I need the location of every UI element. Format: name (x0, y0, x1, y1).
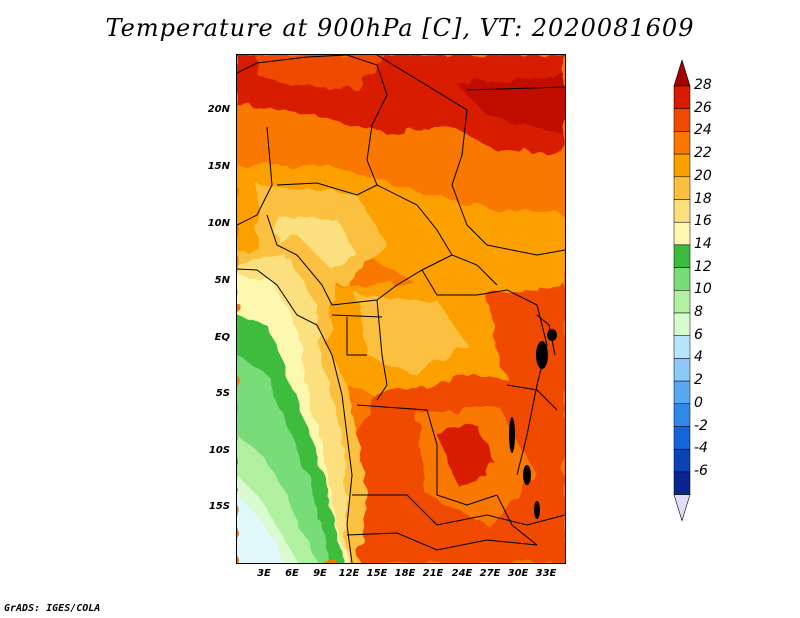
lon-label-15E: 15E (366, 568, 388, 579)
page-title: Temperature at 900hPa [C], VT: 202008160… (105, 14, 695, 42)
colorbar-segment (673, 380, 691, 405)
colorbar-label: 6 (694, 326, 703, 343)
colorbar-label: 12 (694, 258, 712, 275)
colorbar-label: -2 (694, 417, 708, 434)
colorbar-segment (673, 176, 691, 200)
temperature-map (236, 54, 566, 564)
lat-label-20N: 20N (207, 104, 230, 115)
colorbar-segment (673, 85, 691, 109)
colorbar-segment (673, 358, 691, 382)
lon-label-18E: 18E (394, 568, 416, 579)
colorbar-label: 14 (694, 235, 712, 252)
colorbar-segment (673, 131, 691, 155)
colorbar-segment (673, 335, 691, 359)
colorbar-segment (673, 312, 691, 336)
lat-label-15S: 15S (208, 501, 230, 512)
lat-label-15N: 15N (207, 161, 230, 172)
colorbar-label: 22 (694, 145, 712, 162)
lon-label-30E: 30E (507, 568, 529, 579)
colorbar-segment (673, 108, 691, 132)
grads-credit: GrADS: IGES/COLA (4, 603, 101, 614)
colorbar-label: 26 (694, 99, 712, 116)
colorbar-top-arrow (673, 60, 691, 87)
colorbar-label: 4 (694, 349, 703, 366)
lat-label-10S: 10S (208, 445, 230, 456)
colorbar-segment (673, 290, 691, 314)
colorbar-label: -6 (694, 462, 708, 479)
colorbar-bottom-arrow (673, 494, 691, 522)
colorbar-segment (673, 153, 691, 178)
colorbar-label: 20 (694, 167, 712, 184)
lon-label-6E: 6E (285, 568, 299, 579)
colorbar-label: -4 (694, 440, 708, 457)
colorbar-segment (673, 221, 691, 246)
colorbar-label: 2 (694, 372, 703, 389)
colorbar-label: 10 (694, 281, 712, 298)
lon-label-3E: 3E (257, 568, 271, 579)
lon-label-21E: 21E (422, 568, 444, 579)
lon-label-12E: 12E (338, 568, 360, 579)
colorbar (673, 60, 691, 522)
lon-label-24E: 24E (451, 568, 473, 579)
colorbar-segment (673, 448, 691, 473)
colorbar-segment (673, 471, 691, 495)
colorbar-label: 28 (694, 77, 712, 93)
colorbar-label: 8 (694, 304, 703, 320)
lon-label-27E: 27E (479, 568, 501, 579)
lat-label-EQ: EQ (214, 332, 230, 343)
temperature-field (237, 55, 565, 563)
lat-label-5N: 5N (214, 275, 230, 286)
lon-label-33E: 33E (535, 568, 557, 579)
colorbar-label: 16 (694, 213, 712, 230)
colorbar-segment (673, 267, 691, 291)
colorbar-segment (673, 199, 691, 223)
colorbar-label: 0 (694, 394, 703, 411)
lon-label-9E: 9E (313, 568, 327, 579)
colorbar-segment (673, 426, 691, 450)
colorbar-label: 24 (694, 122, 712, 139)
lat-label-5S: 5S (215, 388, 230, 399)
lat-label-10N: 10N (207, 218, 230, 229)
colorbar-segment (673, 403, 691, 427)
colorbar-label: 18 (694, 190, 712, 207)
colorbar-segment (673, 244, 691, 268)
